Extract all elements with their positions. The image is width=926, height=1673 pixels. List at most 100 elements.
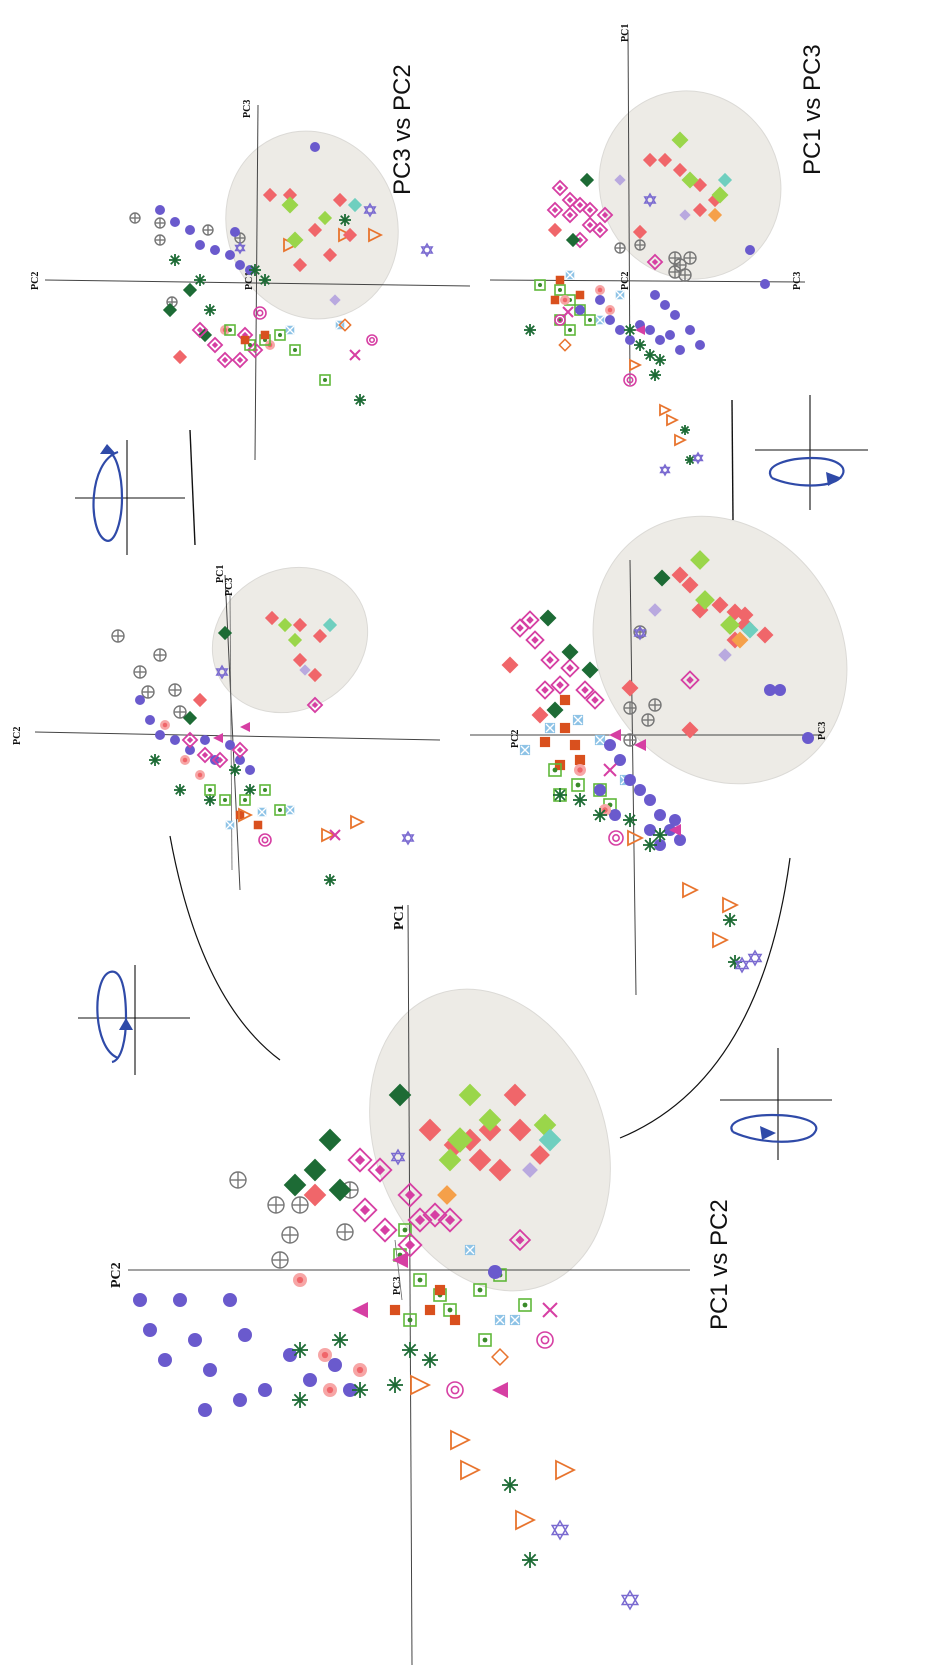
scatter-point (695, 590, 715, 610)
scatter-points (133, 1083, 640, 1611)
scatter-point (534, 279, 546, 291)
scatter-point (531, 706, 549, 724)
scatter-point (560, 658, 580, 678)
scatter-point (283, 1173, 307, 1197)
scatter-point (510, 618, 530, 638)
scatter-point (561, 206, 579, 224)
panel-title: PC1 vs PC2 (706, 1199, 733, 1330)
scatter-point (158, 1353, 172, 1367)
scatter-point (244, 784, 256, 796)
scatter-point (680, 670, 700, 690)
scatter-point (153, 648, 167, 662)
scatter-point (615, 325, 625, 335)
scatter-point (551, 179, 569, 197)
scatter-point (494, 1314, 506, 1326)
scatter-point (669, 824, 681, 836)
pc1-axis (407, 904, 413, 1666)
scatter-point (240, 335, 250, 345)
scatter-point (603, 763, 617, 777)
scatter-point (671, 131, 689, 149)
scatter-point (644, 824, 656, 836)
scatter-point (281, 196, 299, 214)
scatter-point (525, 630, 545, 650)
scatter-point (605, 305, 615, 315)
scatter-point (321, 827, 337, 843)
scatter-point (674, 834, 686, 846)
scatter-point (324, 874, 336, 886)
scatter-point (217, 625, 233, 641)
scatter-point (203, 1363, 217, 1377)
pc3-axis-label: PC3 (224, 578, 235, 596)
scatter-point (634, 239, 646, 251)
scatter-point (561, 643, 579, 661)
scatter-point (634, 339, 646, 351)
scatter-point (170, 735, 180, 745)
scatter-point (420, 242, 434, 258)
scatter-point (594, 734, 606, 746)
scatter-points (111, 610, 415, 886)
panel-intermediate-1: PC1 PC2 PC3 (12, 565, 441, 891)
scatter-point (478, 1108, 502, 1132)
scatter-point (573, 793, 587, 807)
scatter-point (258, 833, 272, 847)
scatter-point (260, 330, 270, 340)
scatter-point (129, 212, 141, 224)
scatter-point (458, 1083, 482, 1107)
pc3-axis (394, 1239, 403, 1301)
scatter-point (564, 324, 576, 336)
scatter-points (501, 550, 814, 974)
scatter-point (712, 931, 730, 949)
pc2-axis-label: PC2 (510, 730, 521, 748)
scatter-point (277, 617, 293, 633)
scatter-point (594, 784, 606, 796)
scatter-point (546, 701, 564, 719)
scatter-point (204, 794, 216, 806)
scatter-point (219, 794, 231, 806)
scatter-point (149, 754, 161, 766)
scatter-point (413, 1273, 427, 1287)
scatter-point (675, 345, 685, 355)
scatter-point (642, 152, 658, 168)
scatter-point (160, 720, 170, 730)
scatter-point (558, 338, 572, 352)
scatter-point (264, 610, 280, 626)
scatter-point (624, 324, 636, 336)
scatter-point (299, 664, 311, 676)
scatter-point (185, 745, 195, 755)
scatter-point (143, 1323, 157, 1337)
scatter-point (632, 224, 648, 240)
scatter-point (679, 209, 691, 221)
scatter-point (635, 325, 645, 335)
scatter-point (401, 830, 415, 846)
pc1-axis-label: PC1 (244, 272, 255, 290)
scatter-point (402, 1342, 418, 1358)
panel-intermediate-2: PC2 PC3 (470, 515, 848, 996)
scatter-point (194, 274, 206, 286)
rotate-arrow-icon (96, 970, 128, 1064)
scatter-point (434, 1284, 446, 1296)
scatter-point (292, 257, 308, 273)
scatter-point (519, 744, 531, 756)
scatter-point (464, 1244, 476, 1256)
scatter-point (133, 665, 147, 679)
scatter-point (625, 335, 635, 345)
scatter-point (225, 740, 235, 750)
scatter-point (287, 632, 303, 648)
scatter-point (392, 1252, 408, 1268)
scatter-point (292, 617, 308, 633)
scatter-point (352, 1302, 368, 1318)
scatter-point (283, 1348, 297, 1362)
scatter-point (747, 949, 763, 967)
scatter-point (522, 1552, 538, 1568)
scatter-point (225, 820, 235, 830)
scatter-point (174, 784, 186, 796)
scatter-point (403, 1313, 417, 1327)
scatter-point (347, 1147, 373, 1173)
scatter-point (685, 325, 695, 335)
scatter-point (231, 741, 249, 759)
scatter-point (741, 621, 759, 639)
scatter-point (253, 306, 267, 320)
scatter-point (488, 1158, 512, 1182)
scatter-point (644, 349, 656, 361)
scatter-point (634, 739, 646, 751)
